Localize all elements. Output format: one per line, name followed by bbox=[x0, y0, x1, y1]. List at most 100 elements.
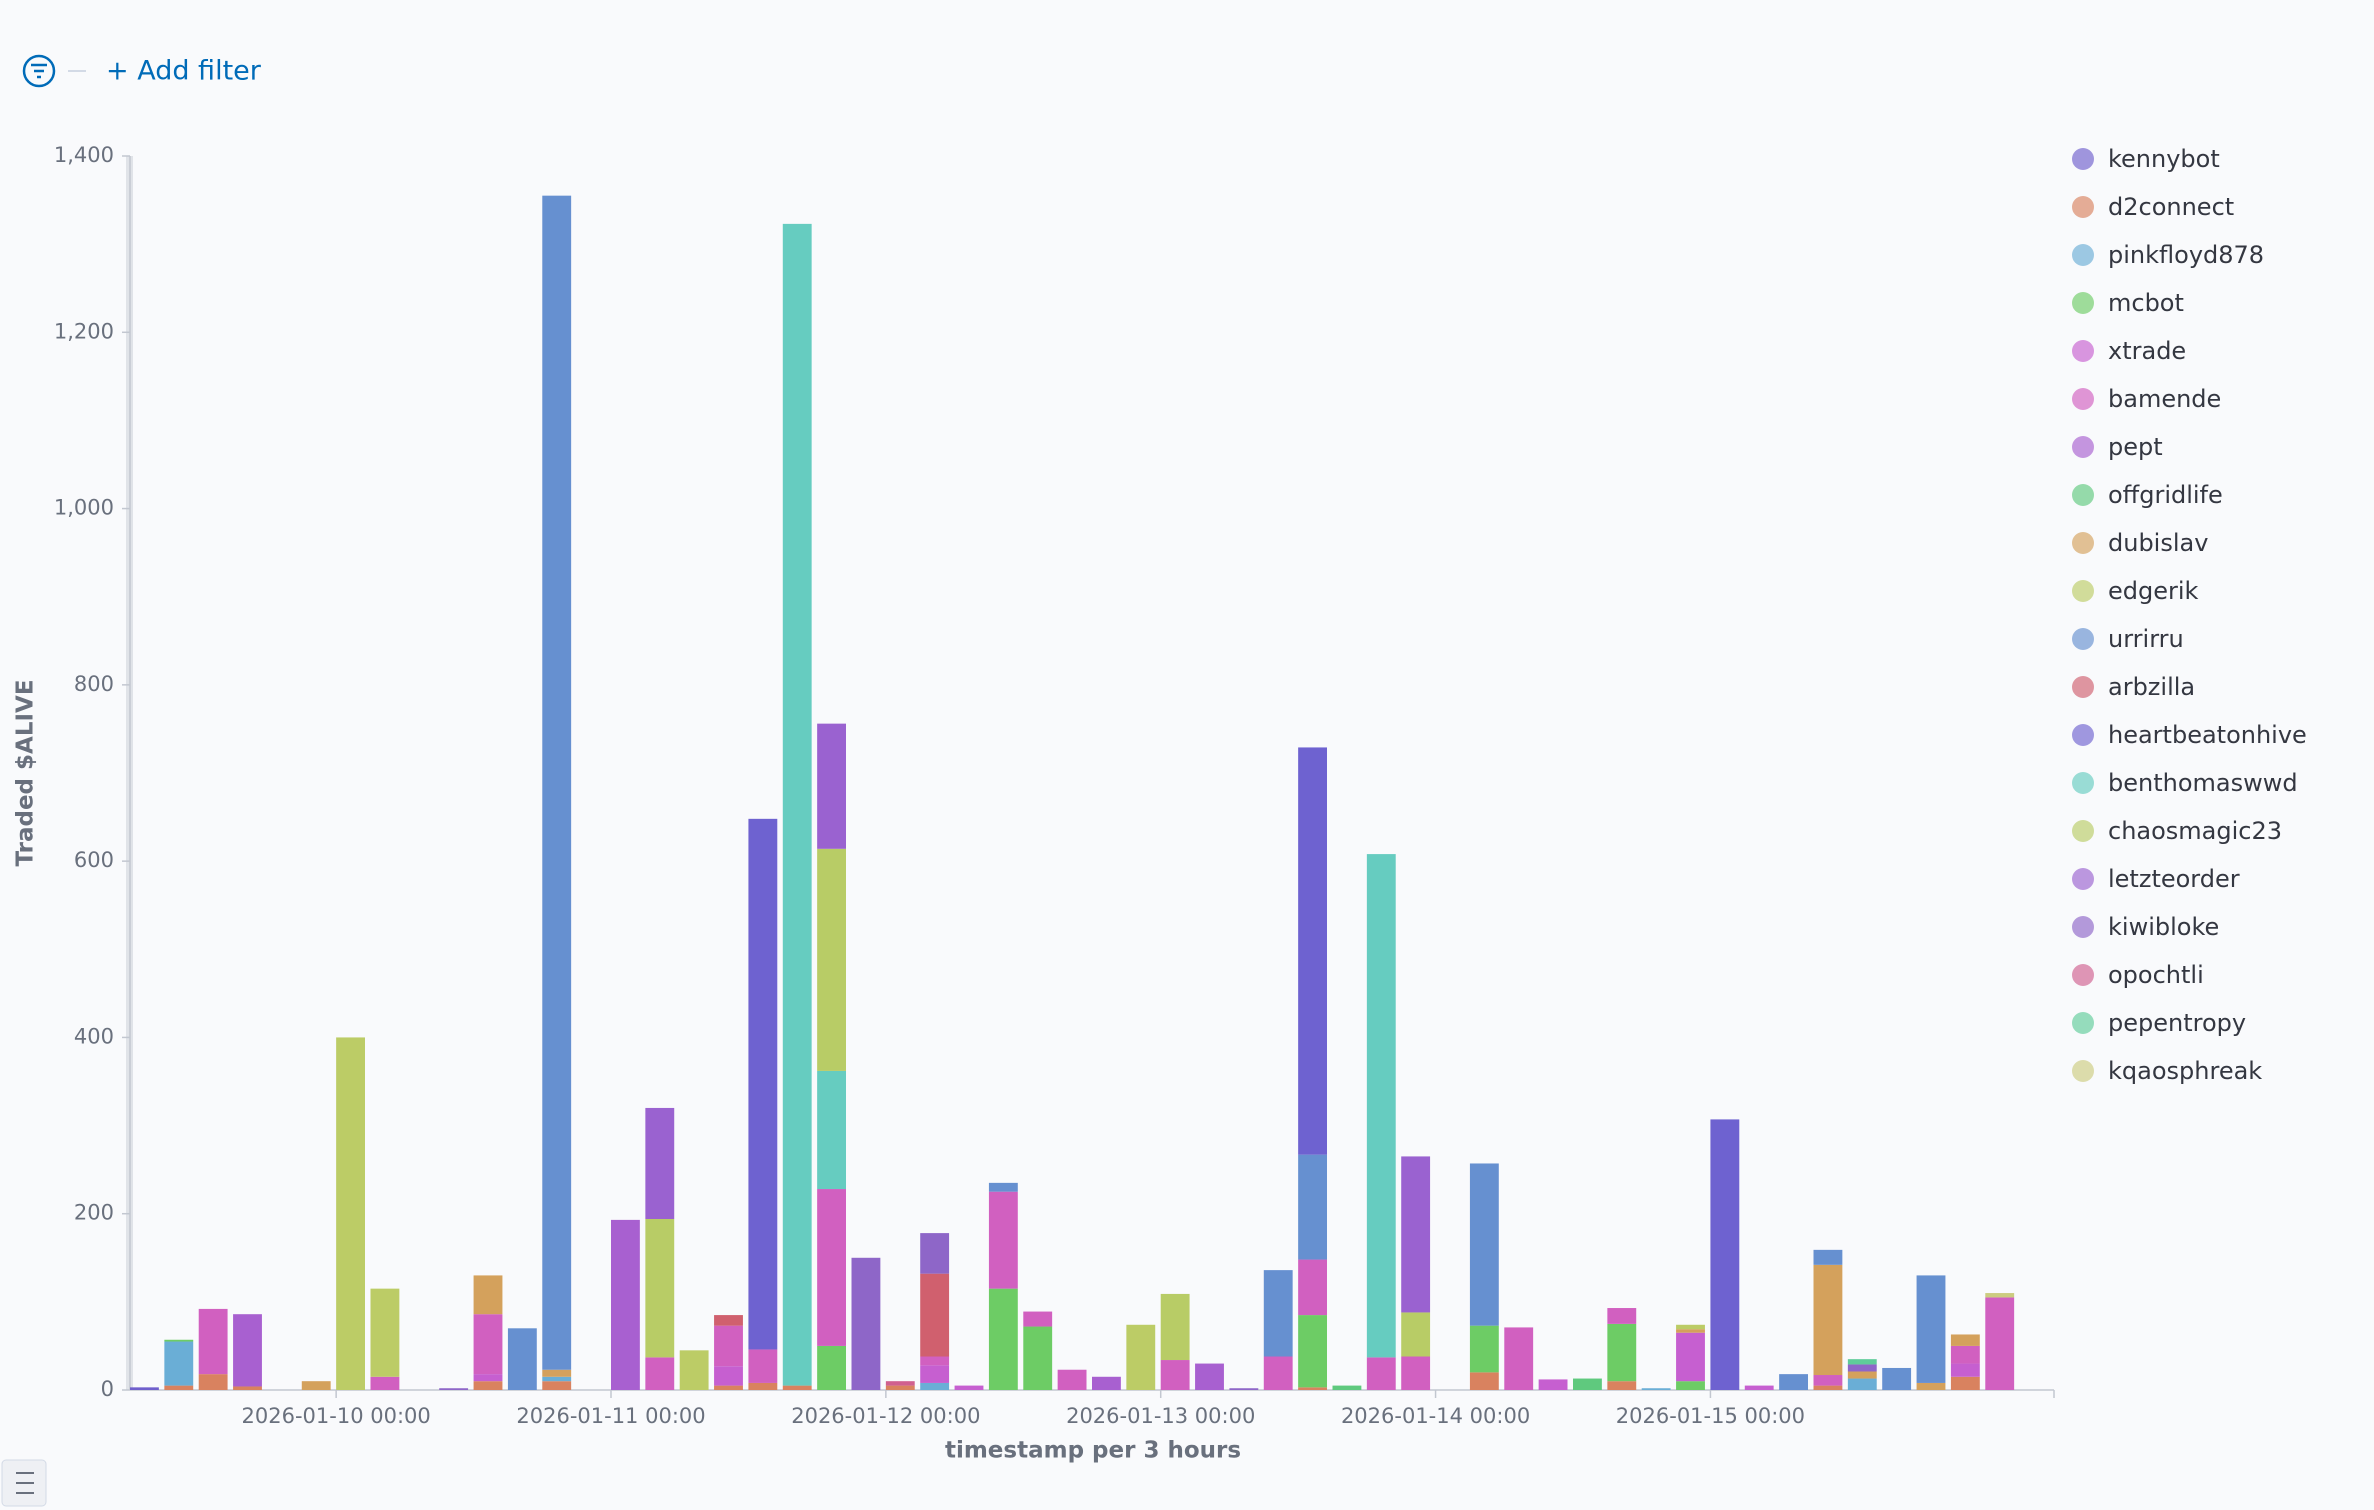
legend-marker bbox=[2072, 820, 2094, 842]
bar-segment bbox=[1298, 1154, 1328, 1260]
legend-marker bbox=[2072, 676, 2094, 698]
bar-segment bbox=[1263, 1356, 1293, 1390]
bar-segment bbox=[1950, 1345, 1980, 1364]
bar-segment bbox=[1847, 1378, 1877, 1390]
legend-marker bbox=[2072, 484, 2094, 506]
filter-icon[interactable] bbox=[22, 54, 56, 88]
bar-segment bbox=[1366, 854, 1396, 1358]
legend-label: d2connect bbox=[2108, 193, 2234, 221]
bar-segment bbox=[920, 1365, 950, 1383]
y-axis-title: Traded $ALIVE bbox=[13, 679, 39, 866]
x-tick-label: 2026-01-13 00:00 bbox=[1066, 1404, 1255, 1428]
legend-label: letzteorder bbox=[2108, 865, 2240, 893]
bar-segment bbox=[198, 1308, 228, 1375]
bar-segment bbox=[1160, 1360, 1190, 1390]
bar-segment bbox=[817, 1345, 847, 1390]
bar-segment bbox=[714, 1366, 743, 1386]
legend-label: pept bbox=[2108, 433, 2163, 461]
y-tick-label: 1,200 bbox=[54, 319, 114, 343]
legend-label: kennybot bbox=[2108, 145, 2220, 173]
legend-marker bbox=[2072, 148, 2094, 170]
x-tick-label: 2026-01-10 00:00 bbox=[242, 1404, 431, 1428]
legend-marker bbox=[2072, 340, 2094, 362]
bar-segment bbox=[1023, 1326, 1053, 1390]
legend-marker bbox=[2072, 772, 2094, 794]
bar-segment bbox=[714, 1315, 743, 1326]
bar-segment bbox=[233, 1314, 262, 1387]
bar-segment bbox=[1813, 1385, 1843, 1390]
bar-segment bbox=[1263, 1270, 1293, 1357]
bar-segment bbox=[233, 1386, 262, 1390]
bar-segment bbox=[1676, 1324, 1705, 1330]
legend-label: heartbeatonhive bbox=[2108, 721, 2307, 749]
bar-segment bbox=[542, 1376, 572, 1382]
bar-segment bbox=[885, 1385, 915, 1390]
bar-segment bbox=[1847, 1359, 1877, 1365]
bar-segment bbox=[679, 1350, 709, 1390]
bar-segment bbox=[1057, 1369, 1087, 1390]
legend-marker bbox=[2072, 292, 2094, 314]
bar-segment bbox=[1950, 1363, 1980, 1377]
bar-segment bbox=[851, 1257, 881, 1390]
legend-marker bbox=[2072, 244, 2094, 266]
legend-label: benthomaswwd bbox=[2108, 769, 2298, 797]
legend-marker bbox=[2072, 964, 2094, 986]
bar-segment bbox=[1676, 1329, 1705, 1333]
bar-segment bbox=[920, 1273, 950, 1357]
bar-segment bbox=[1195, 1363, 1224, 1390]
bar-segment bbox=[1538, 1379, 1568, 1390]
bar-segment bbox=[542, 195, 572, 1370]
bar-segment bbox=[1916, 1275, 1946, 1383]
bar-segment bbox=[885, 1381, 915, 1386]
bar-segment bbox=[920, 1233, 950, 1274]
bar-segment bbox=[988, 1191, 1018, 1289]
bar-segment bbox=[1298, 747, 1328, 1155]
bar-segment bbox=[1573, 1378, 1602, 1390]
legend-marker bbox=[2072, 388, 2094, 410]
bar-segment bbox=[1469, 1325, 1499, 1373]
bar-segment bbox=[1298, 1387, 1328, 1390]
y-tick-label: 800 bbox=[74, 672, 114, 696]
bar-segment bbox=[507, 1328, 537, 1390]
bar-segment bbox=[542, 1369, 572, 1377]
legend-label: urrirru bbox=[2108, 625, 2184, 653]
bar-segment bbox=[1744, 1385, 1774, 1390]
legend-label: opochtli bbox=[2108, 961, 2204, 989]
legend-label: xtrade bbox=[2108, 337, 2186, 365]
legend-label: kiwibloke bbox=[2108, 913, 2219, 941]
bar-segment bbox=[988, 1182, 1018, 1192]
bar-segment bbox=[1847, 1364, 1877, 1372]
bar-segment bbox=[336, 1037, 366, 1390]
x-tick-label: 2026-01-14 00:00 bbox=[1341, 1404, 1530, 1428]
list-button[interactable] bbox=[1, 1459, 47, 1507]
bar-segment bbox=[1607, 1308, 1637, 1324]
bar-segment bbox=[1985, 1293, 2015, 1298]
bar-segment bbox=[782, 1385, 812, 1390]
bar-segment bbox=[1607, 1381, 1637, 1390]
bar-segment bbox=[714, 1385, 743, 1390]
bar-segment bbox=[542, 1381, 572, 1390]
bar-segment bbox=[1229, 1388, 1259, 1390]
bar-segment bbox=[164, 1339, 194, 1342]
bar-segment bbox=[1676, 1381, 1705, 1390]
bar-segment bbox=[473, 1275, 503, 1315]
bar-segment bbox=[370, 1288, 400, 1377]
bar-segment bbox=[954, 1385, 984, 1390]
bar-segment bbox=[130, 1387, 159, 1390]
bar-segment bbox=[1676, 1332, 1705, 1382]
legend-label: pinkfloyd878 bbox=[2108, 241, 2264, 269]
bar-segment bbox=[1779, 1374, 1809, 1390]
bar-segment bbox=[439, 1388, 469, 1390]
y-tick-label: 1,000 bbox=[54, 496, 114, 520]
legend-marker bbox=[2072, 196, 2094, 218]
legend-label: offgridlife bbox=[2108, 481, 2223, 509]
legend-label: dubislav bbox=[2108, 529, 2208, 557]
bar-segment bbox=[164, 1341, 194, 1386]
bar-segment bbox=[1366, 1357, 1396, 1390]
bar-segment bbox=[920, 1382, 950, 1390]
bar-segment bbox=[748, 1382, 778, 1390]
add-filter[interactable]: + Add filter bbox=[106, 56, 262, 87]
bar-segment bbox=[645, 1357, 675, 1390]
bar-segment bbox=[1332, 1385, 1362, 1390]
